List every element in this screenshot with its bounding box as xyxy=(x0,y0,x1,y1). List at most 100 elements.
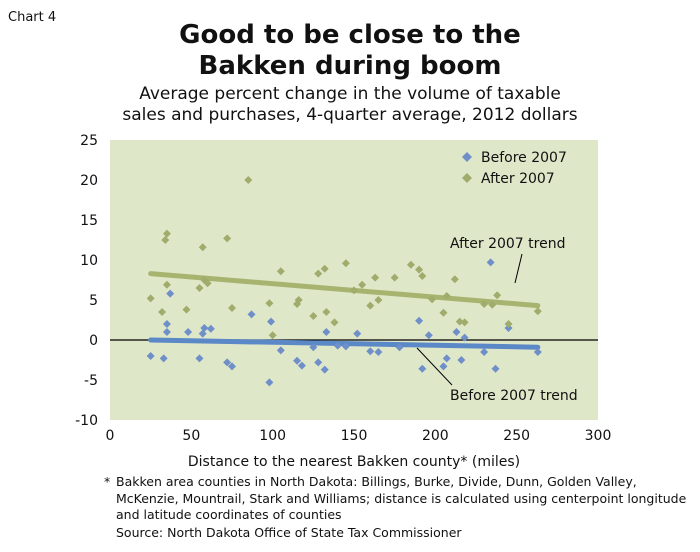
x-tick-label: 100 xyxy=(259,428,286,444)
y-tick-label: 10 xyxy=(80,253,98,269)
trend-lines xyxy=(148,271,541,350)
legend-marker-after-2007 xyxy=(462,173,472,183)
y-tick-label: -5 xyxy=(84,373,98,389)
x-tick-label: 150 xyxy=(341,428,368,444)
legend: Before 2007 After 2007 xyxy=(462,150,567,187)
x-tick-label: 50 xyxy=(182,428,200,444)
after-2007-point xyxy=(390,273,399,282)
after-2007-point xyxy=(455,317,464,326)
chart-subtitle: Average percent change in the volume of … xyxy=(0,84,700,126)
after-2007-point xyxy=(415,265,424,274)
chart-subtitle-line-2: sales and purchases, 4-quarter average, … xyxy=(122,105,578,125)
after-2007-point xyxy=(309,312,318,320)
before-2007-point xyxy=(276,346,285,355)
after-2007-point xyxy=(228,304,236,312)
after-2007-point xyxy=(418,272,427,280)
before-2007-point xyxy=(333,341,342,350)
legend-marker-before-2007 xyxy=(462,152,472,162)
after-2007-point xyxy=(161,236,170,244)
y-tick-label: 0 xyxy=(89,333,98,349)
x-tick-label: 300 xyxy=(585,428,612,444)
footnote-text: Bakken area counties in North Dakota: Bi… xyxy=(116,474,687,522)
y-tick-label: 5 xyxy=(89,293,98,309)
after-2007-point xyxy=(341,259,350,268)
after-2007-point xyxy=(428,295,437,304)
before-2007-point xyxy=(320,365,329,374)
before-2007-point xyxy=(309,343,318,352)
footnote: * Bakken area counties in North Dakota: … xyxy=(104,474,694,524)
x-tick-label: 200 xyxy=(422,428,449,444)
after-2007-point xyxy=(533,307,542,316)
before-2007-point xyxy=(395,343,404,352)
data-points xyxy=(146,176,542,387)
before-2007-point xyxy=(341,342,350,351)
before-2007-point xyxy=(452,328,461,336)
x-tick-label: 0 xyxy=(106,428,115,444)
before-2007-point xyxy=(460,333,469,342)
before-2007-point xyxy=(533,348,542,356)
after-2007-point xyxy=(450,275,459,284)
source-note: Source: North Dakota Office of State Tax… xyxy=(116,525,462,540)
before-2007-point xyxy=(267,317,276,326)
after-2007-point xyxy=(442,292,451,300)
after-2007-point xyxy=(162,229,171,238)
before-2007-point xyxy=(353,329,362,338)
y-tick-label: 20 xyxy=(80,173,98,189)
before-2007-point xyxy=(162,328,171,336)
before-2007-point xyxy=(223,358,232,367)
after-2007-point xyxy=(294,296,303,304)
chart-title-line-2: Bakken during boom xyxy=(198,51,502,81)
after-2007-point xyxy=(374,296,383,304)
chart-title: Good to be close to the Bakken during bo… xyxy=(0,20,700,82)
before-2007-point xyxy=(297,361,306,370)
after-2007-trend-line xyxy=(148,271,541,309)
before-2007-point xyxy=(442,354,451,363)
chart-subtitle-line-1: Average percent change in the volume of … xyxy=(139,84,561,104)
after-2007-point xyxy=(488,300,497,309)
before-2007-point xyxy=(159,354,168,363)
before-2007-trend-label: Before 2007 trend xyxy=(450,388,578,404)
after-2007-point xyxy=(406,260,415,269)
chart-number-label: Chart 4 xyxy=(8,10,57,25)
after-2007-point xyxy=(244,176,253,184)
trend-annotations: After 2007 trend Before 2007 trend xyxy=(416,236,578,404)
before-2007-point xyxy=(491,364,500,373)
before-2007-point xyxy=(424,331,433,340)
chart-title-line-1: Good to be close to the xyxy=(179,20,521,50)
after-2007-point xyxy=(162,280,171,289)
before-2007-point xyxy=(228,362,236,371)
before-2007-point xyxy=(480,348,489,356)
after-2007-point xyxy=(276,267,285,276)
before-2007-point xyxy=(265,378,274,387)
before-2007-point xyxy=(206,324,215,333)
before-2007-point xyxy=(314,358,323,367)
before-2007-point xyxy=(439,362,448,371)
before-2007-point xyxy=(486,258,495,267)
before-2007-point xyxy=(146,352,155,360)
before-2007-point xyxy=(322,328,331,336)
after-2007-trend-label: After 2007 trend xyxy=(450,236,565,252)
plot-area xyxy=(110,140,598,420)
after-2007-point xyxy=(265,299,274,308)
before-2007-trend-leader-line xyxy=(416,347,453,386)
after-2007-point xyxy=(146,294,155,303)
after-2007-point xyxy=(330,318,339,327)
before-2007-point xyxy=(162,320,171,328)
y-tick-label: -10 xyxy=(75,413,98,429)
after-2007-point xyxy=(358,280,367,289)
after-2007-point xyxy=(198,243,207,252)
after-2007-point xyxy=(439,308,448,317)
after-2007-point xyxy=(460,318,469,327)
footnote-marker: * xyxy=(104,474,111,489)
before-2007-point xyxy=(247,310,256,319)
y-axis-ticks: -10 -5 0 5 10 15 20 25 xyxy=(75,133,98,429)
legend-label: Before 2007 xyxy=(481,150,567,166)
after-2007-point xyxy=(158,308,167,316)
legend-label: After 2007 xyxy=(481,171,555,187)
x-axis-ticks: 0 50 100 150 200 250 300 xyxy=(106,428,612,444)
after-2007-point xyxy=(493,291,502,300)
after-2007-point xyxy=(350,286,358,295)
after-2007-point xyxy=(480,300,489,308)
after-2007-point xyxy=(320,264,329,273)
